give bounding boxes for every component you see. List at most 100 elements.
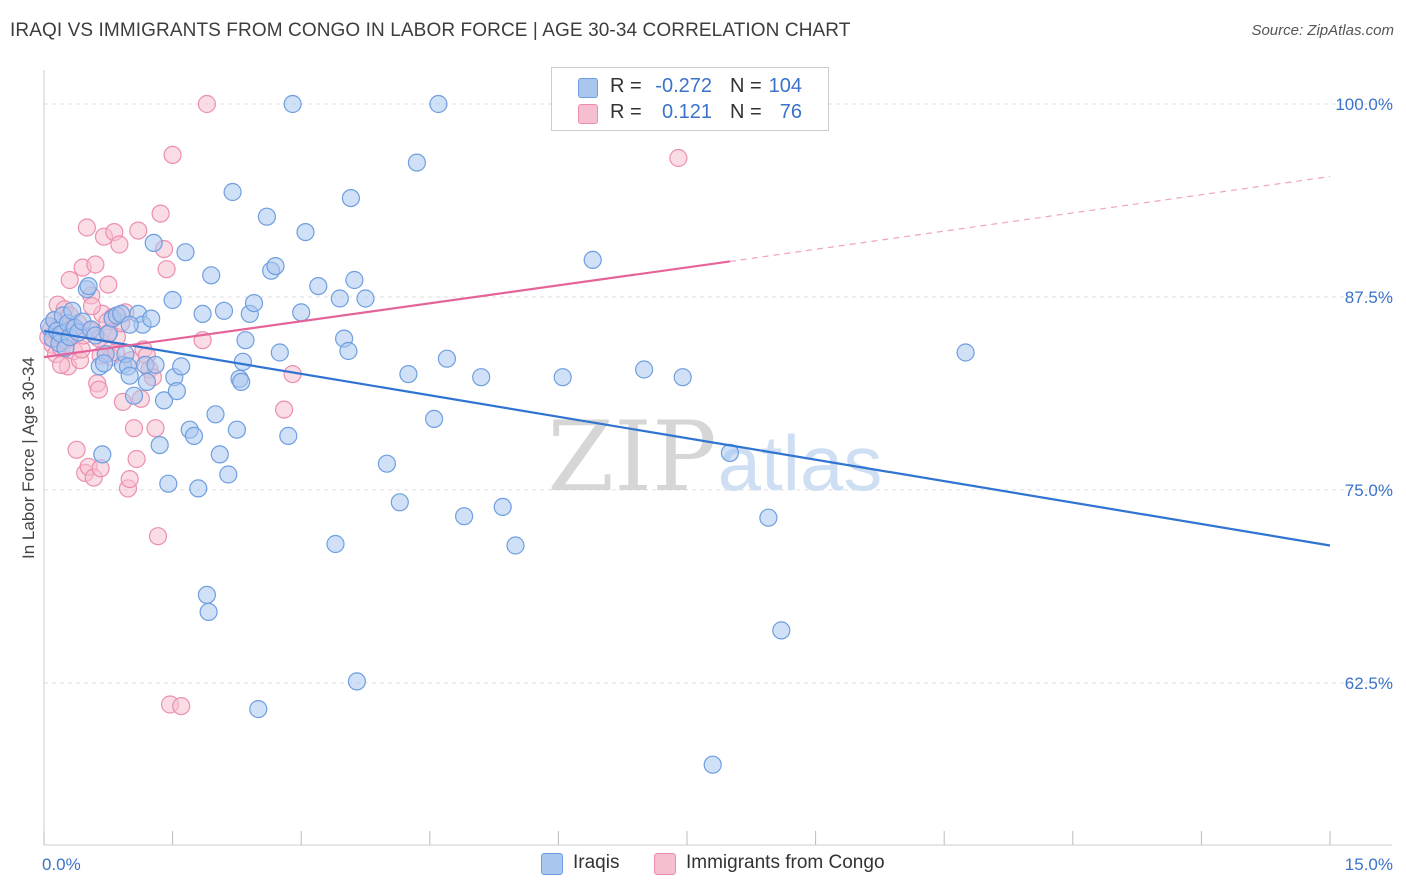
data-point	[455, 507, 474, 526]
data-point	[341, 189, 360, 208]
data-point	[223, 182, 242, 202]
data-point	[673, 368, 692, 387]
data-point	[283, 94, 302, 114]
data-point	[219, 465, 238, 484]
watermark: ZIP atlas	[547, 401, 882, 513]
data-point	[244, 294, 264, 313]
data-point	[144, 233, 163, 252]
data-point	[356, 289, 375, 308]
data-point	[437, 349, 456, 368]
data-point	[249, 699, 268, 719]
data-point	[407, 153, 426, 172]
data-point	[472, 368, 491, 387]
data-point	[634, 360, 654, 379]
watermark-zip: ZIP	[547, 401, 716, 513]
gridlines	[44, 103, 1392, 684]
data-point	[82, 297, 102, 316]
data-point	[176, 243, 195, 262]
data-point	[703, 755, 722, 774]
y-tick-label: 87.5%	[1345, 288, 1393, 307]
legend-r-label: R =	[610, 101, 642, 123]
legend-n-value: 104	[768, 75, 802, 97]
data-point	[772, 621, 791, 640]
data-point	[93, 445, 112, 464]
legend-n-label: N =	[730, 101, 762, 123]
series-swatch-congo	[654, 853, 676, 875]
data-point	[227, 420, 246, 439]
data-point	[206, 405, 225, 424]
legend-n-label: N =	[730, 75, 762, 97]
data-point	[390, 493, 409, 512]
data-point	[214, 301, 234, 320]
legend-row-congo: R = 0.121 N = 76	[552, 101, 828, 127]
data-point	[120, 470, 139, 489]
data-point	[199, 602, 218, 622]
data-point	[159, 474, 178, 493]
data-point	[94, 354, 114, 373]
data-point	[347, 672, 366, 691]
data-point	[146, 355, 165, 374]
y-tick-label: 100.0%	[1335, 95, 1393, 114]
y-axis-label: In Labor Force | Age 30-34	[19, 357, 38, 559]
data-point	[163, 290, 182, 310]
data-point	[669, 148, 688, 168]
data-point	[956, 343, 975, 362]
series-label-iraqis: Iraqis	[573, 852, 620, 873]
data-point	[279, 426, 298, 445]
data-point	[129, 221, 148, 240]
data-point	[137, 372, 156, 391]
data-point	[583, 250, 602, 269]
data-point	[326, 534, 345, 554]
data-point	[202, 266, 221, 285]
data-point	[309, 277, 328, 296]
data-point	[157, 260, 176, 279]
legend-r-value: 0.121	[661, 101, 712, 123]
correlation-legend: R = -0.272 N = 104 R = 0.121 N = 76	[551, 67, 829, 131]
legend-row-iraqis: R = -0.272 N = 104	[552, 75, 828, 101]
data-point	[189, 479, 208, 498]
x-tick-label: 0.0%	[42, 855, 81, 874]
data-point	[89, 380, 109, 399]
data-point	[236, 331, 255, 350]
data-point	[151, 204, 170, 223]
data-point	[493, 497, 512, 516]
watermark-atlas: atlas	[718, 419, 883, 507]
data-point	[759, 508, 778, 527]
data-point	[150, 436, 169, 455]
data-point	[124, 419, 144, 438]
data-point	[275, 400, 294, 419]
data-point	[110, 235, 129, 254]
data-point	[51, 355, 71, 374]
series-label-congo: Immigrants from Congo	[686, 852, 885, 873]
data-point	[506, 536, 525, 555]
data-point	[339, 341, 358, 361]
legend-swatch-congo	[578, 104, 598, 124]
data-point	[124, 386, 144, 405]
data-point	[167, 382, 186, 401]
trend-line-congo-extrapolated	[729, 175, 1331, 263]
data-point	[292, 303, 311, 322]
data-point	[120, 315, 139, 334]
data-point	[429, 94, 448, 114]
data-point	[148, 527, 168, 546]
y-tick-label: 75.0%	[1345, 481, 1393, 500]
data-point	[154, 391, 174, 410]
data-point	[296, 223, 315, 242]
data-point	[233, 352, 252, 371]
legend-n-value: 76	[779, 101, 802, 123]
data-point	[120, 366, 139, 385]
series-swatch-iraqis	[541, 853, 563, 875]
y-tick-label: 62.5%	[1345, 674, 1393, 693]
trend-lines	[43, 175, 1331, 547]
data-point	[60, 270, 79, 290]
data-point	[197, 94, 216, 114]
data-point	[172, 696, 191, 716]
data-point	[99, 275, 118, 294]
data-point	[163, 145, 182, 164]
data-point	[232, 372, 251, 391]
tick-labels: 100.0% 87.5% 75.0% 62.5% 0.0% 15.0%	[42, 95, 1393, 874]
data-point	[270, 343, 289, 362]
axes	[43, 70, 1392, 846]
data-point	[193, 304, 212, 323]
